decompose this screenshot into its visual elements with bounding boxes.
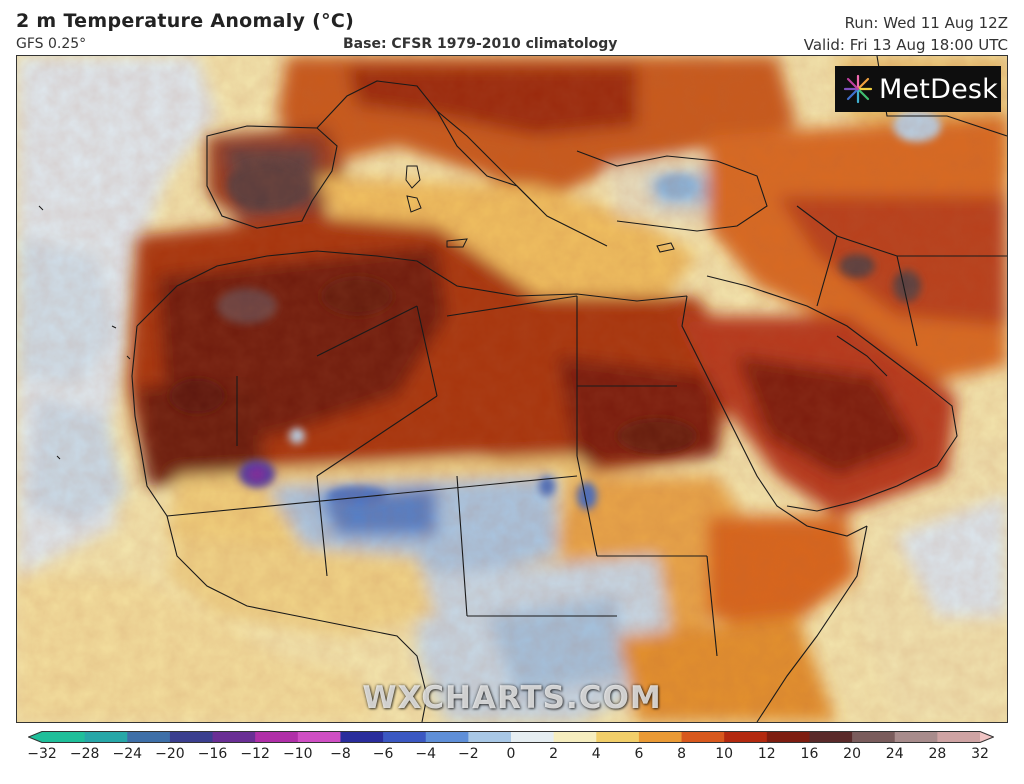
scale-tick-label: 28 — [928, 746, 947, 762]
scale-segment — [212, 731, 256, 743]
anomaly-map[interactable]: MetDesk WXCHARTS.COM — [16, 55, 1008, 723]
scale-tick-label: 12 — [757, 746, 776, 762]
scale-tick-label: 0 — [506, 746, 516, 762]
color-scale-bar — [28, 731, 994, 743]
scale-tick-label: 10 — [715, 746, 734, 762]
scale-tick-label: −20 — [155, 746, 185, 762]
scale-segment — [42, 731, 86, 743]
scale-max-arrow — [980, 731, 994, 743]
scale-tick-label: −32 — [27, 746, 57, 762]
scale-segment — [553, 731, 597, 743]
scale-min-arrow — [28, 731, 42, 743]
scale-segment — [681, 731, 725, 743]
scale-segment — [809, 731, 853, 743]
scale-tick-label: −10 — [283, 746, 313, 762]
country-borders — [131, 56, 1007, 722]
scale-segment — [425, 731, 469, 743]
scale-segment — [340, 731, 384, 743]
logo-text: MetDesk — [879, 73, 998, 105]
scale-segment — [852, 731, 896, 743]
scale-tick-label: −8 — [330, 746, 351, 762]
scale-segment — [297, 731, 341, 743]
scale-segment — [724, 731, 768, 743]
scale-segment — [383, 731, 427, 743]
scale-segment — [937, 731, 981, 743]
scale-tick-label: −6 — [372, 746, 394, 762]
scale-outline — [28, 731, 994, 743]
scale-tick-label: 16 — [800, 746, 819, 762]
climatology-base-label: Base: CFSR 1979-2010 climatology — [343, 36, 618, 52]
scale-tick-label: 6 — [634, 746, 644, 762]
chart-title: 2 m Temperature Anomaly (°C) — [16, 10, 355, 32]
scale-segment — [468, 731, 512, 743]
scale-segment — [169, 731, 214, 743]
run-time-label: Run: Wed 11 Aug 12Z — [844, 14, 1008, 32]
watermark: WXCHARTS.COM — [362, 680, 662, 716]
scale-tick-label: −4 — [415, 746, 437, 762]
scale-tick-label: 4 — [591, 746, 601, 762]
scale-segment — [511, 731, 555, 743]
scale-segment — [766, 731, 810, 743]
scale-segment — [127, 731, 171, 743]
map-canvas — [17, 56, 1007, 722]
scale-tick-label: 2 — [549, 746, 559, 762]
metdesk-logo: MetDesk — [835, 66, 1001, 112]
scale-tick-label: −16 — [197, 746, 228, 762]
scale-segment — [638, 731, 683, 743]
scale-tick-label: 24 — [885, 746, 904, 762]
scale-tick-label: −28 — [69, 746, 100, 762]
scale-segment — [255, 731, 299, 743]
scale-segment — [596, 731, 640, 743]
model-label: GFS 0.25° — [16, 36, 87, 52]
scale-tick-label: −12 — [240, 746, 270, 762]
scale-segment — [84, 731, 128, 743]
scale-segment — [894, 731, 938, 743]
scale-tick-label: −24 — [112, 746, 143, 762]
scale-tick-label: 20 — [843, 746, 861, 762]
starburst-icon — [843, 74, 873, 104]
scale-tick-label: 32 — [971, 746, 989, 762]
scale-tick-label: 8 — [677, 746, 686, 762]
color-scale-labels: −32 −28 −24 −20 −16 −12 −10 −8 −6 −4 −2 0 2 4 6 8 10 12 16… — [0, 746, 1024, 768]
texture-overlay — [17, 56, 1007, 722]
scale-tick-label: −2 — [458, 746, 479, 762]
valid-time-label: Valid: Fri 13 Aug 18:00 UTC — [803, 36, 1008, 54]
islands — [38, 165, 675, 460]
